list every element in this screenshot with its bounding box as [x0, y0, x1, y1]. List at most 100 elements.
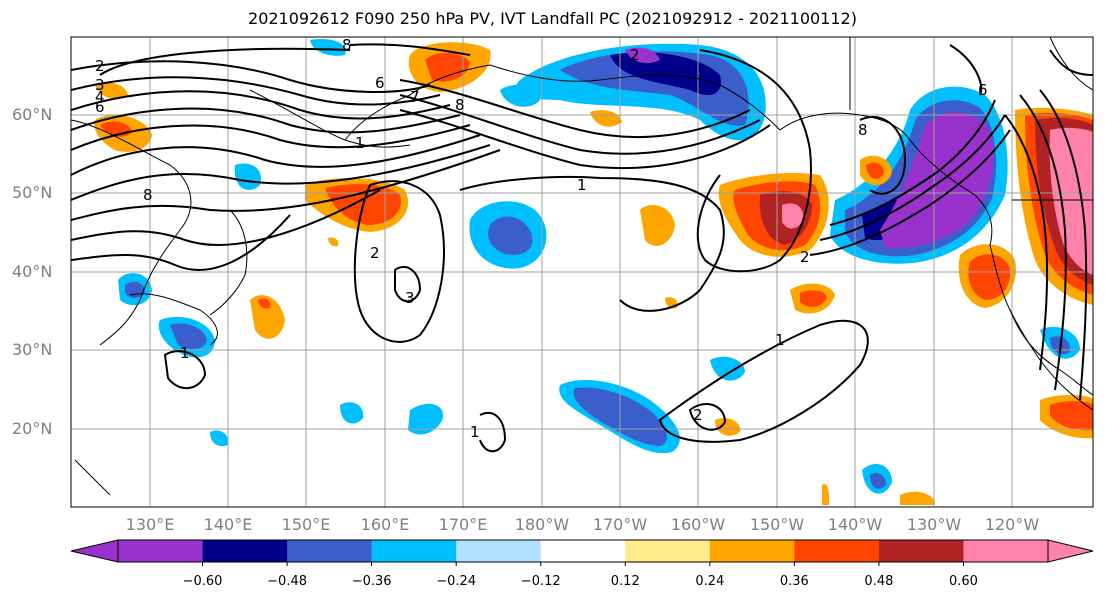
contour-label: 2 [693, 406, 703, 424]
contour-labels: 2 3 4 6 8 1 6 8 1 1 2 3 2 1 1 2 7 8 6 8 … [95, 36, 988, 441]
anomaly-blob [488, 216, 533, 255]
anomaly-blob [328, 237, 339, 247]
anomaly-blob [610, 52, 721, 95]
contour-label: 4 [95, 88, 105, 106]
lon-label: 180°W [514, 515, 570, 534]
map-gridlines [71, 37, 1093, 507]
anomaly-blob [968, 254, 1011, 300]
contour-label: 1 [180, 344, 190, 362]
anomaly-blob [95, 82, 128, 99]
contour-label: 6 [978, 81, 988, 99]
lon-label: 140°E [203, 515, 253, 534]
contour-label: 2 [800, 248, 810, 266]
anomaly-blob [822, 484, 830, 505]
contour-label: 6 [95, 98, 105, 116]
colorbar-outline [117, 539, 1049, 563]
contour-label: 1 [577, 176, 587, 194]
lat-label: 50°N [12, 183, 53, 202]
lon-label: 120°W [984, 515, 1040, 534]
colorbar-bin [202, 540, 288, 562]
contour-label: 2 [95, 57, 105, 75]
colorbar-bin [371, 540, 457, 562]
lon-label: 130°E [125, 515, 175, 534]
anomaly-blob [234, 163, 261, 190]
colorbar-arrow-left [70, 539, 119, 563]
colorbar-tick-label: 0.60 [948, 574, 978, 589]
colorbar-tick-label: 0.48 [864, 574, 894, 589]
anomaly-blob [250, 295, 285, 339]
lon-label: 150°W [749, 515, 805, 534]
contour-label: 7 [410, 88, 420, 106]
anomaly-blob [425, 52, 470, 82]
anomaly-blob [710, 356, 745, 381]
contour-label: 6 [375, 74, 385, 92]
colorbar-tick-label: −0.48 [267, 574, 307, 589]
lat-label: 20°N [12, 419, 53, 438]
lon-label: 140°W [827, 515, 883, 534]
contour-label: 3 [405, 289, 415, 307]
contour-label: 1 [470, 423, 480, 441]
lat-label: 40°N [12, 262, 53, 281]
contour-label: 1 [355, 134, 365, 152]
anomaly-blob [170, 323, 207, 350]
contour-label: 8 [143, 186, 153, 204]
contour-label: 8 [342, 36, 352, 54]
anomaly-blob [408, 403, 444, 435]
lat-label: 60°N [12, 105, 53, 124]
anomaly-blob [715, 418, 741, 436]
map-title: 2021092612 F090 250 hPa PV, IVT Landfall… [248, 9, 857, 28]
anomaly-blob [625, 47, 660, 64]
colorbar-bin [456, 540, 542, 562]
colorbar-tick-label: 0.12 [610, 574, 640, 589]
colorbar-bin [794, 540, 880, 562]
anomaly-blob [340, 402, 364, 424]
coastlines [71, 37, 1093, 496]
filled-anomaly-layer [94, 38, 1093, 505]
anomaly-blob [900, 491, 935, 505]
colorbar-arrow-right [1047, 539, 1094, 563]
anomaly-blob [870, 473, 886, 489]
anomaly-blob [800, 290, 827, 307]
colorbar-bin [118, 540, 204, 562]
anomaly-blob [866, 162, 884, 179]
colorbar-tick-label: −0.36 [351, 574, 392, 589]
anomaly-blob [500, 84, 540, 107]
lon-label: 160°W [670, 515, 726, 534]
contour-label: 2 [630, 46, 640, 64]
anomaly-blob [210, 430, 229, 447]
lon-label: 170°E [438, 515, 488, 534]
lon-label: 130°W [906, 515, 962, 534]
contour-label: 3 [95, 76, 105, 94]
anomaly-blob [1049, 127, 1093, 275]
colorbar-tick-label: −0.60 [182, 574, 223, 589]
colorbar-bin [625, 540, 711, 562]
map-frame [70, 36, 1094, 508]
anomaly-blob [310, 38, 346, 56]
colorbar-bin [540, 540, 626, 562]
colorbar-tick-label: −0.24 [436, 574, 477, 589]
colorbar-tick-label: 0.24 [695, 574, 725, 589]
contour-label: 2 [370, 244, 380, 262]
colorbar-bin [287, 540, 373, 562]
colorbar-tick-label: 0.36 [779, 574, 809, 589]
colorbar-bin [963, 540, 1049, 562]
lon-label: 150°E [281, 515, 331, 534]
contour-label: 8 [858, 121, 868, 139]
colorbar-tick-label: −0.12 [520, 574, 561, 589]
anomaly-blob [258, 298, 271, 309]
anomaly-blob [1050, 401, 1093, 431]
colorbar-bin [709, 540, 795, 562]
contour-label: 8 [455, 96, 465, 114]
anomaly-blob [782, 203, 804, 229]
contour-label: 1 [775, 331, 785, 349]
lat-label: 30°N [12, 340, 53, 359]
colorbar-bin [878, 540, 964, 562]
anomaly-blob [590, 110, 622, 127]
lon-label: 170°W [592, 515, 648, 534]
colorbar-bins [70, 539, 1094, 566]
anomaly-blob [640, 205, 675, 246]
pv-contours [71, 43, 1093, 453]
lon-label: 160°E [360, 515, 410, 534]
